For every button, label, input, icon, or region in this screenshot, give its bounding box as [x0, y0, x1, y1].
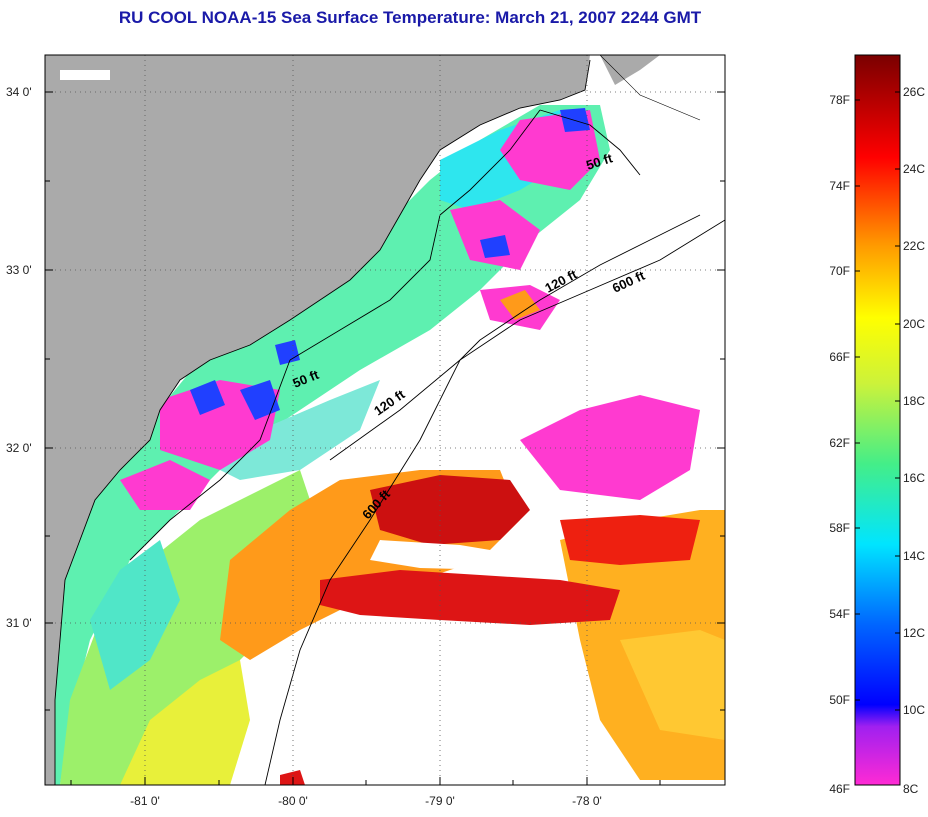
map-panel	[45, 55, 725, 785]
cb-f-54: 54F	[829, 607, 850, 621]
colorbar-celsius-labels: 26C 24C 22C 20C 18C 16C 14C 12C 10C 8C	[903, 85, 925, 796]
cb-c-26: 26C	[903, 85, 925, 99]
longitude-labels: -81 0' -80 0' -79 0' -78 0'	[130, 794, 602, 808]
lon-label-78: -78 0'	[572, 794, 602, 808]
cb-f-46: 46F	[829, 782, 850, 796]
cb-f-70: 70F	[829, 264, 850, 278]
cb-f-66: 66F	[829, 350, 850, 364]
lon-label-80: -80 0'	[278, 794, 308, 808]
colorbar: 78F 74F 70F 66F 62F 58F 54F 50F 46F 26C …	[829, 54, 925, 796]
map-frame	[44, 54, 726, 786]
cb-f-50: 50F	[829, 693, 850, 707]
cb-c-20: 20C	[903, 317, 925, 331]
cb-c-8: 8C	[903, 782, 919, 796]
bathymetry-contours	[54, 55, 725, 785]
cb-c-10: 10C	[903, 703, 925, 717]
lon-label-79: -79 0'	[425, 794, 455, 808]
lon-label-81: -81 0'	[130, 794, 160, 808]
map-grid	[45, 55, 725, 785]
lat-label-31: 31 0'	[6, 616, 32, 630]
colorbar-gradient	[854, 54, 901, 786]
latitude-labels: 34 0' 33 0' 32 0' 31 0'	[6, 85, 32, 630]
cb-c-12: 12C	[903, 626, 925, 640]
cb-c-24: 24C	[903, 162, 925, 176]
cb-f-74: 74F	[829, 179, 850, 193]
sst-field	[45, 105, 725, 785]
cb-f-58: 58F	[829, 521, 850, 535]
lat-label-34: 34 0'	[6, 85, 32, 99]
cb-f-62: 62F	[829, 436, 850, 450]
cb-c-18: 18C	[903, 394, 925, 408]
cb-c-22: 22C	[903, 239, 925, 253]
cb-c-14: 14C	[903, 549, 925, 563]
lat-label-33: 33 0'	[6, 263, 32, 277]
map-ticks	[45, 91, 725, 785]
map-title: RU COOL NOAA-15 Sea Surface Temperature:…	[118, 8, 702, 27]
lat-label-32: 32 0'	[6, 441, 32, 455]
colorbar-fahrenheit-labels: 78F 74F 70F 66F 62F 58F 54F 50F 46F	[829, 93, 850, 796]
cb-c-16: 16C	[903, 471, 925, 485]
cb-f-78: 78F	[829, 93, 850, 107]
land-mass	[45, 55, 725, 785]
